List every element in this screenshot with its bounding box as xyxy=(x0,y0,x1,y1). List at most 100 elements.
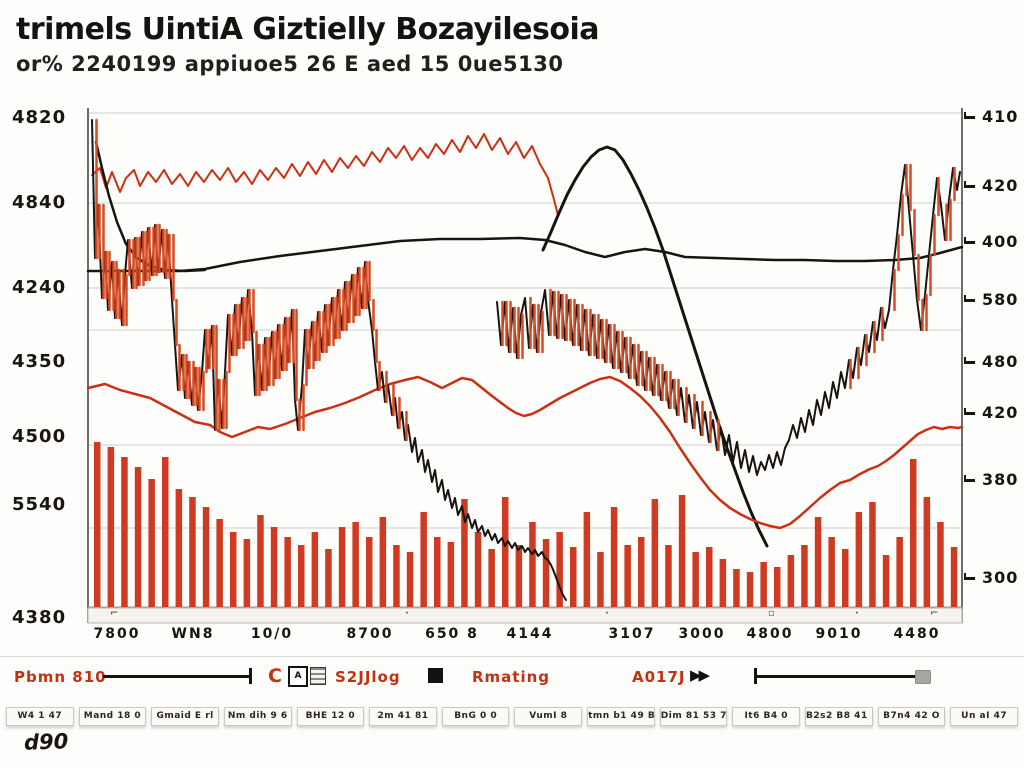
bottom-tab[interactable]: 2m 41 81 xyxy=(369,707,437,726)
axis-strip-mark: ⌐ xyxy=(930,608,939,619)
y-axis-label-right: 410 xyxy=(982,107,1019,126)
slider-handle-icon[interactable] xyxy=(915,670,931,684)
bottom-tab[interactable]: BHE 12 0 xyxy=(296,707,365,726)
volume-bar xyxy=(570,547,577,607)
x-axis-label: 4800 xyxy=(746,626,794,642)
volume-bar xyxy=(665,545,672,607)
bottom-tab[interactable]: Un aI 47 xyxy=(950,707,1018,726)
filled-square-icon xyxy=(428,668,443,683)
y-axis-label-left: 4840 xyxy=(12,192,67,213)
volume-bar xyxy=(692,552,699,607)
y-axis-label-right: 300 xyxy=(982,568,1019,587)
volume-bar xyxy=(923,497,931,607)
y-axis-tick-right xyxy=(964,237,975,244)
axis-strip-mark: · xyxy=(855,608,859,619)
y-axis-tick-right xyxy=(964,573,975,580)
volume-bar xyxy=(529,522,536,607)
volume-bar xyxy=(298,545,305,607)
legend-row: Pbmn 810 C A S2JJlog Rmating A017J ▶▶ xyxy=(0,660,1024,696)
volume-bar xyxy=(950,547,958,607)
bottom-tab[interactable]: BnG 0 0 xyxy=(441,707,510,726)
x-axis-label: 10/0 xyxy=(250,626,294,642)
volume-bar xyxy=(746,572,754,607)
bottom-tab[interactable]: Nm dih 9 6 xyxy=(223,707,292,726)
hatched-square-icon xyxy=(310,667,326,685)
legend-item-4-label[interactable]: A017J xyxy=(632,668,686,686)
volume-bar xyxy=(134,467,142,607)
bottom-tab[interactable]: It6 B4 0 xyxy=(732,707,801,726)
volume-bar xyxy=(257,515,264,607)
volume-bar xyxy=(311,532,319,607)
volume-bar xyxy=(366,537,373,607)
volume-bar xyxy=(434,537,441,607)
bottom-tab[interactable]: B2s2 B8 41 B xyxy=(805,707,873,726)
x-axis-label: 650 8 xyxy=(425,626,479,642)
volume-bar xyxy=(842,549,849,607)
x-axis-label: 3000 xyxy=(678,626,726,642)
bottom-tab[interactable]: tmn b1 49 B xyxy=(587,707,655,726)
curve-glyph-icon: C xyxy=(268,665,282,687)
double-play-icon[interactable]: ▶▶ xyxy=(690,666,710,684)
volume-bar xyxy=(243,539,251,607)
footnote-text: d90 xyxy=(23,729,69,755)
volume-bar xyxy=(420,512,427,607)
volume-bar xyxy=(719,559,727,607)
volume-bar xyxy=(230,532,237,607)
volume-bar xyxy=(869,502,876,607)
y-axis-tick-right xyxy=(964,181,975,188)
y-axis-label-right: 480 xyxy=(982,352,1019,371)
y-axis-tick-right xyxy=(964,357,975,364)
volume-bar xyxy=(556,532,563,607)
y-axis-tick-right xyxy=(964,295,975,302)
chart-title: trimels UintiA Giztielly Bozayilesoia xyxy=(16,12,600,47)
volume-bar xyxy=(121,457,128,607)
volume-bar xyxy=(162,457,169,607)
volume-bar xyxy=(502,497,509,607)
axis-strip-mark: ▫ xyxy=(768,608,775,619)
volume-bar xyxy=(406,552,414,607)
legend-item-3-label[interactable]: Rmating xyxy=(472,668,551,686)
volume-bar xyxy=(393,545,400,607)
y-axis-label-left: 4500 xyxy=(12,426,67,447)
volume-bar xyxy=(651,499,659,607)
volume-bar xyxy=(787,555,795,607)
y-axis-label-right: 420 xyxy=(982,176,1019,195)
volume-bar xyxy=(202,507,210,607)
volume-bar xyxy=(148,479,155,607)
x-axis-label: 4144 xyxy=(506,626,554,642)
volume-bar xyxy=(882,555,890,607)
legend-line-icon-1 xyxy=(103,668,252,684)
bottom-tab[interactable]: VumI 8 xyxy=(514,707,583,726)
series-ma-smooth-red xyxy=(86,375,964,530)
volume-bar xyxy=(706,547,713,607)
series-ma-flat-black xyxy=(86,236,964,273)
legend-divider xyxy=(0,656,1024,657)
volume-bar xyxy=(774,567,781,607)
volume-bar xyxy=(175,489,183,607)
series-ma-drop-left xyxy=(94,140,207,273)
y-axis-tick-right xyxy=(964,408,975,415)
volume-bar xyxy=(542,539,550,607)
y-axis-label-left: 4240 xyxy=(12,277,67,298)
axis-strip-mark: ⌐ xyxy=(110,608,119,619)
volume-bar xyxy=(352,522,359,607)
y-axis-label-left: 4380 xyxy=(12,607,67,628)
y-axis-label-left: 4350 xyxy=(12,351,67,372)
bottom-tab[interactable]: Mand 18 0 xyxy=(78,707,147,726)
x-axis-label: 8700 xyxy=(346,626,394,642)
bottom-tab[interactable]: Gmaid E rl xyxy=(151,707,219,726)
bottom-tab[interactable]: B7n4 42 O xyxy=(877,707,946,726)
bottom-tab[interactable]: Dim 81 53 7 xyxy=(659,707,728,726)
legend-item-1-label[interactable]: Pbmn 810 xyxy=(14,668,107,686)
volume-bar xyxy=(828,537,835,607)
x-axis-label: 4480 xyxy=(893,626,941,642)
legend-item-2-label[interactable]: S2JJlog xyxy=(335,668,401,686)
volume-bar xyxy=(597,552,604,607)
axis-strip-mark: · xyxy=(605,608,609,619)
volume-bar xyxy=(189,497,196,607)
chart-subtitle: or% 2240199 appiuoe5 26 E aed 15 0ue5130 xyxy=(16,52,564,76)
series-upper-index-red xyxy=(91,133,559,216)
bottom-tab-strip: W4 1 47 Mand 18 0 Gmaid E rl Nm dih 9 6 BHE … xyxy=(6,704,1018,726)
bottom-tab[interactable]: W4 1 47 xyxy=(6,707,74,726)
volume-bar xyxy=(379,517,387,607)
